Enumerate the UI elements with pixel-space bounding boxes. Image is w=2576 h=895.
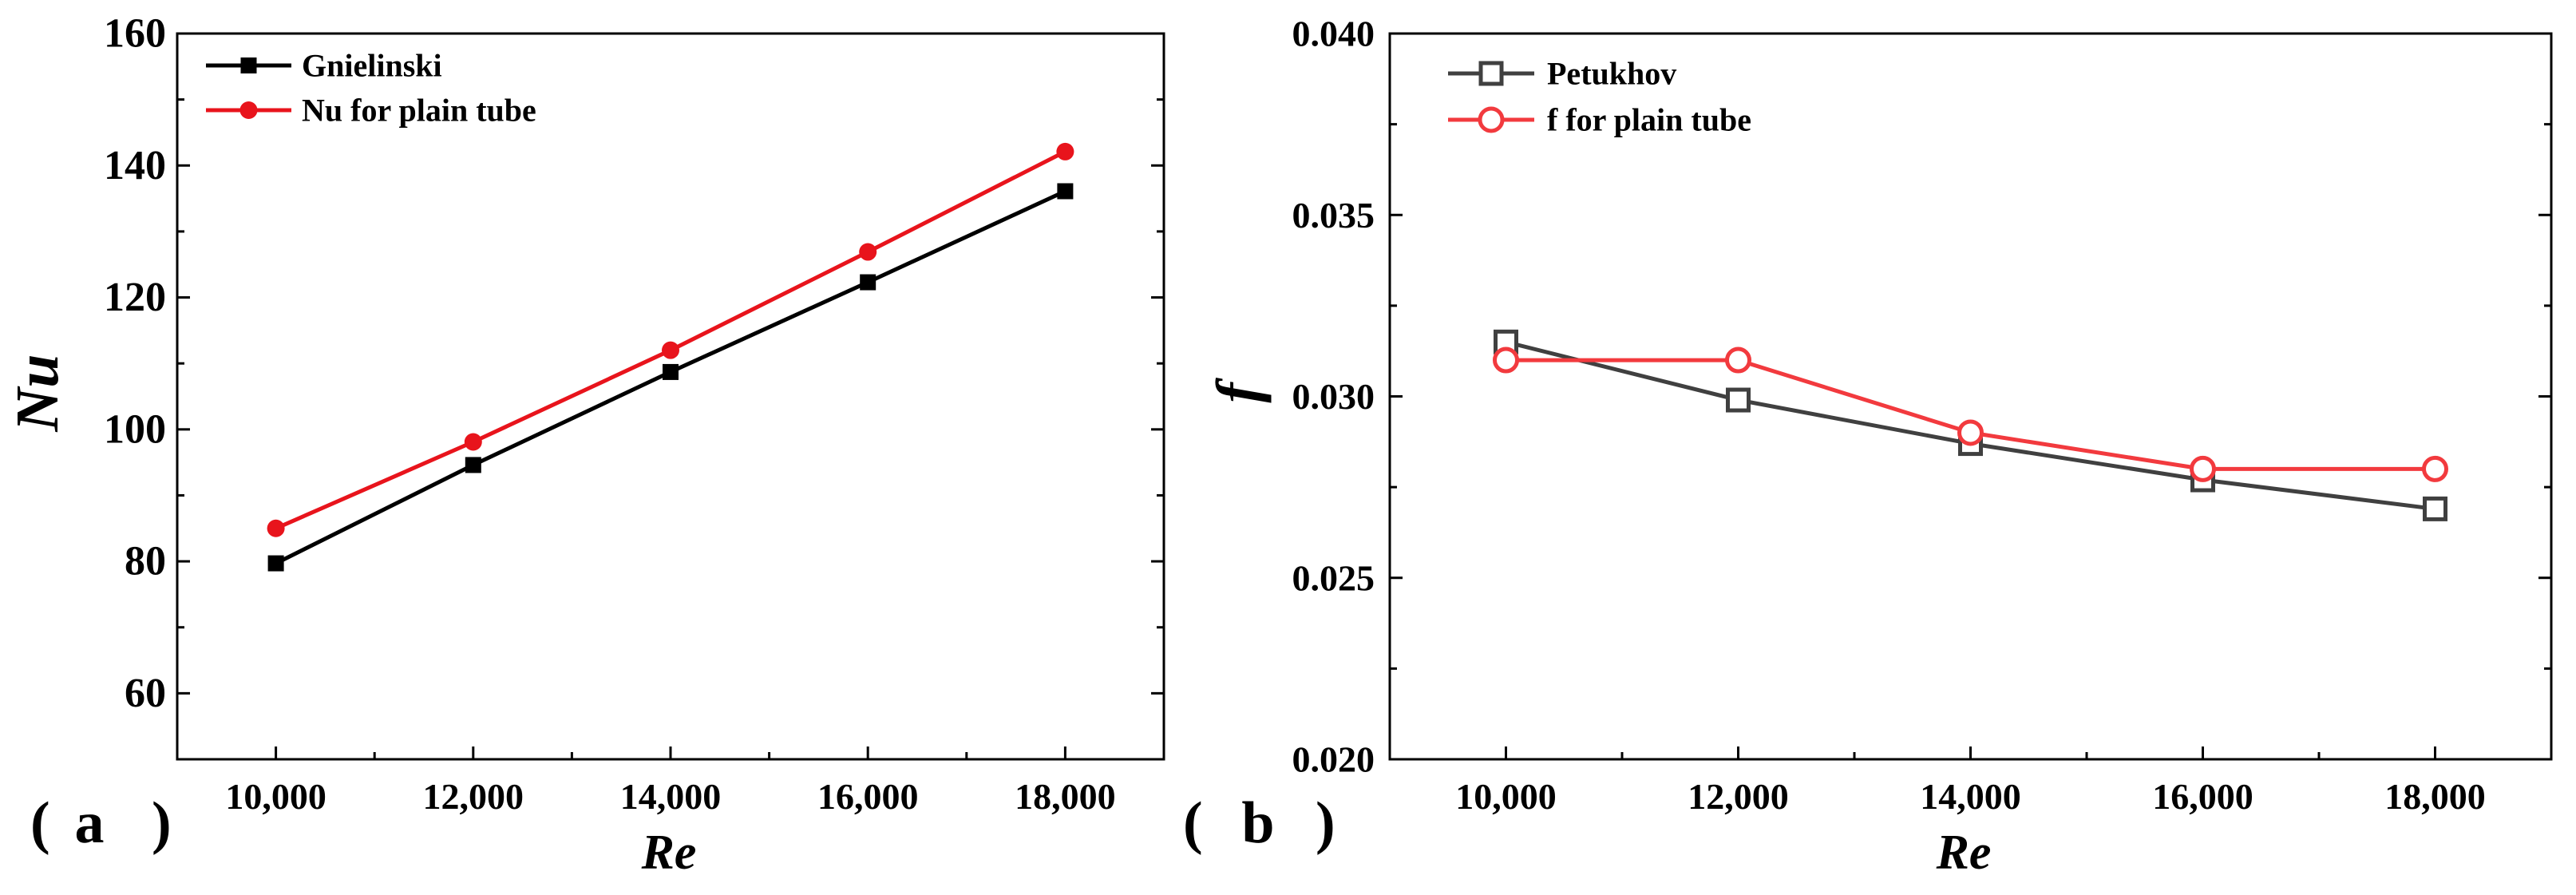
data-point-circle — [2422, 455, 2448, 482]
legend-marker-square — [240, 57, 257, 73]
data-point-circle — [2190, 455, 2216, 482]
chart-panel-b: 0.020 0.025 0.030 0.035 0.040 10,000 12,000 14,… — [1183, 14, 2553, 880]
y-tick-label: 0.030 — [1292, 376, 1375, 417]
y-tick-label: 0.035 — [1292, 195, 1375, 236]
x-tick-label: 12,000 — [1688, 776, 1789, 817]
data-point-circle — [1957, 419, 1984, 446]
y-tick-label: 140 — [104, 143, 166, 188]
series-line-2 — [275, 149, 1066, 531]
legend-label: f for plain tube — [1547, 102, 1751, 138]
legend-marker-square — [1478, 61, 1504, 86]
legend-marker-circle — [239, 101, 258, 119]
data-point-circle — [1493, 347, 1519, 374]
panel-label-letter: b — [1241, 790, 1274, 856]
data-point-circle — [464, 433, 482, 451]
x-axis-title: Re — [1936, 826, 1992, 880]
panel-label-open: ( — [30, 790, 50, 856]
y-tick-label: 120 — [104, 275, 166, 320]
x-tick-label: 16,000 — [2152, 776, 2254, 817]
legend-label: Gnielinski — [302, 48, 442, 84]
y-tick-label: 160 — [104, 11, 166, 57]
x-tick-label: 16,000 — [817, 776, 919, 817]
data-point-square — [1057, 183, 1074, 200]
data-point-circle — [1056, 142, 1074, 160]
data-point-square — [465, 457, 481, 473]
x-tick-label: 10,000 — [1455, 776, 1557, 817]
chart-panel-a: 60 80 100 120 140 160 10,000 12,000 14,000 16,000… — [4, 11, 1165, 880]
x-tick-label: 18,000 — [2384, 776, 2486, 817]
y-axis-title: Nu — [4, 354, 71, 432]
x-tick-label: 10,000 — [225, 776, 326, 817]
data-point-circle — [1725, 347, 1751, 374]
legend-label: Nu for plain tube — [302, 93, 536, 129]
x-tick-label: 12,000 — [423, 776, 524, 817]
data-point-square — [860, 274, 876, 291]
x-tick-label: 14,000 — [620, 776, 722, 817]
y-axis-title: f — [1205, 378, 1272, 403]
y-tick-label: 0.025 — [1292, 557, 1375, 598]
data-point-circle — [859, 243, 877, 261]
data-point-square — [663, 363, 679, 380]
data-point-square — [267, 555, 284, 572]
x-tick-label: 14,000 — [1920, 776, 2021, 817]
panel-label-close: ) — [152, 790, 172, 856]
panel-label-letter: a — [75, 790, 105, 856]
data-point-circle — [267, 519, 285, 537]
y-tick-label: 100 — [104, 406, 166, 452]
y-tick-label: 60 — [125, 671, 166, 716]
y-tick-label: 0.040 — [1292, 14, 1375, 54]
data-point-circle — [662, 341, 679, 359]
y-tick-label: 80 — [125, 539, 166, 584]
plot-frame — [1388, 32, 2553, 761]
legend-marker-circle — [1478, 106, 1505, 133]
y-tick-label: 0.020 — [1292, 739, 1375, 780]
panel-label-open: ( — [1183, 790, 1203, 856]
data-point-square — [2423, 496, 2447, 521]
legend-label: Petukhov — [1547, 56, 1676, 92]
plot-frame — [176, 32, 1165, 761]
x-axis-title: Re — [641, 826, 697, 880]
panel-label-close: ) — [1316, 790, 1335, 856]
x-tick-label: 18,000 — [1015, 776, 1116, 817]
data-point-square — [1726, 387, 1751, 413]
